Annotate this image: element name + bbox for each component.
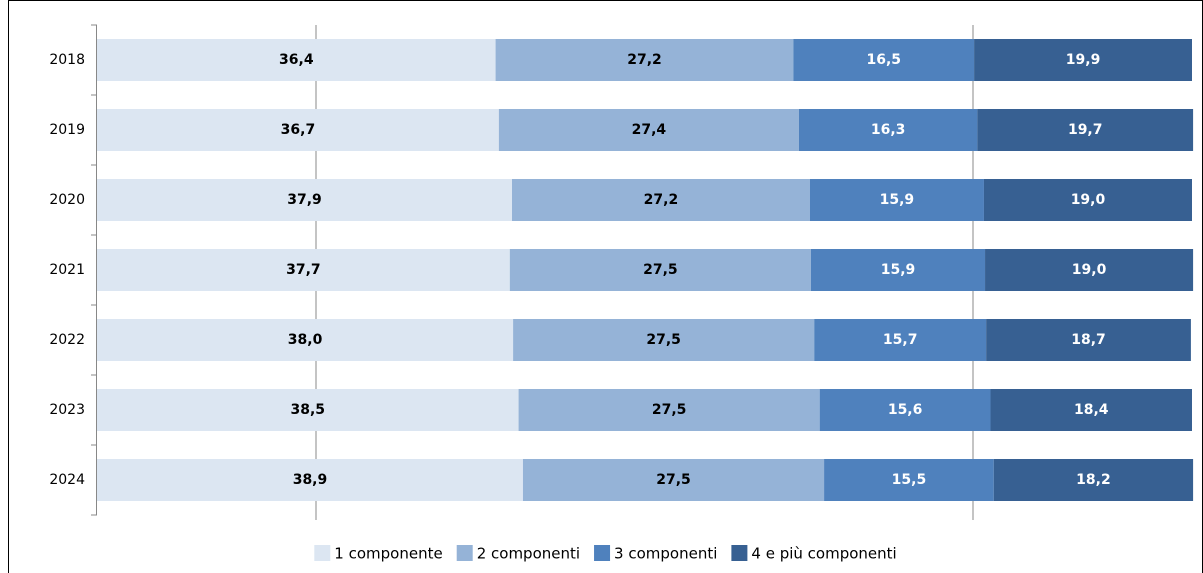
legend-swatch: [314, 545, 331, 561]
bar-segment: [986, 319, 1191, 361]
y-tick-label: 2023: [49, 402, 85, 418]
value-label: 27,5: [643, 262, 678, 278]
value-label: 15,9: [880, 192, 915, 208]
value-label: 27,2: [644, 192, 679, 208]
value-label: 38,0: [288, 332, 323, 348]
value-label: 38,5: [291, 402, 326, 418]
bar-segment: [990, 389, 1192, 431]
bar-segment: [819, 389, 991, 431]
value-label: 19,0: [1071, 192, 1106, 208]
bar-segment: [498, 109, 799, 151]
value-label: 27,2: [627, 52, 662, 68]
bar-segment: [974, 39, 1192, 81]
value-label: 27,4: [632, 122, 667, 138]
value-label: 18,7: [1071, 332, 1106, 348]
bar-segment: [824, 459, 994, 501]
bar-segment: [983, 179, 1192, 221]
y-tick-label: 2019: [49, 122, 85, 138]
legend-swatch: [594, 545, 611, 561]
bar-segment: [97, 249, 510, 291]
bar-segment: [97, 39, 496, 81]
bar-segment: [977, 109, 1194, 151]
bar-segment: [798, 109, 978, 151]
value-label: 38,9: [293, 472, 328, 488]
bar-segment: [97, 459, 523, 501]
bar-segment: [810, 249, 986, 291]
bar-segment: [509, 249, 811, 291]
value-label: 36,4: [279, 52, 314, 68]
value-label: 37,7: [286, 262, 321, 278]
y-tick-label: 2018: [49, 52, 85, 68]
bar-segment: [97, 109, 499, 151]
legend-swatch: [731, 545, 748, 561]
bar-segment: [985, 249, 1194, 291]
value-label: 19,9: [1066, 52, 1101, 68]
bar-segment: [518, 389, 820, 431]
value-label: 16,3: [871, 122, 906, 138]
legend-swatch: [456, 545, 473, 561]
legend-label: 4 e più componenti: [751, 545, 896, 563]
bar-segment: [495, 39, 794, 81]
y-tick-label: 2020: [49, 192, 85, 208]
bar-segment: [97, 389, 519, 431]
legend-label: 1 componente: [334, 545, 442, 563]
bar-segment: [793, 39, 975, 81]
bar-segment: [97, 179, 513, 221]
bar-segment: [513, 319, 815, 361]
value-label: 15,5: [892, 472, 927, 488]
value-label: 36,7: [281, 122, 316, 138]
y-tick-label: 2024: [49, 472, 85, 488]
bar-segment: [809, 179, 984, 221]
bar-segment: [522, 459, 825, 501]
value-label: 18,4: [1074, 402, 1109, 418]
value-label: 15,6: [888, 402, 923, 418]
bar-segment: [993, 459, 1194, 501]
value-label: 27,5: [646, 332, 681, 348]
bar-segment: [512, 179, 810, 221]
value-label: 37,9: [287, 192, 322, 208]
value-label: 15,7: [883, 332, 918, 348]
legend-label: 2 componenti: [477, 545, 580, 563]
value-label: 16,5: [866, 52, 901, 68]
y-tick-label: 2021: [49, 262, 85, 278]
value-label: 19,7: [1068, 122, 1103, 138]
value-label: 27,5: [652, 402, 687, 418]
bar-segment: [97, 319, 514, 361]
value-label: 18,2: [1076, 472, 1111, 488]
y-tick-label: 2022: [49, 332, 85, 348]
bar-segment: [814, 319, 987, 361]
value-label: 27,5: [656, 472, 691, 488]
value-label: 19,0: [1072, 262, 1107, 278]
legend-label: 3 componenti: [614, 545, 717, 563]
value-label: 15,9: [881, 262, 916, 278]
